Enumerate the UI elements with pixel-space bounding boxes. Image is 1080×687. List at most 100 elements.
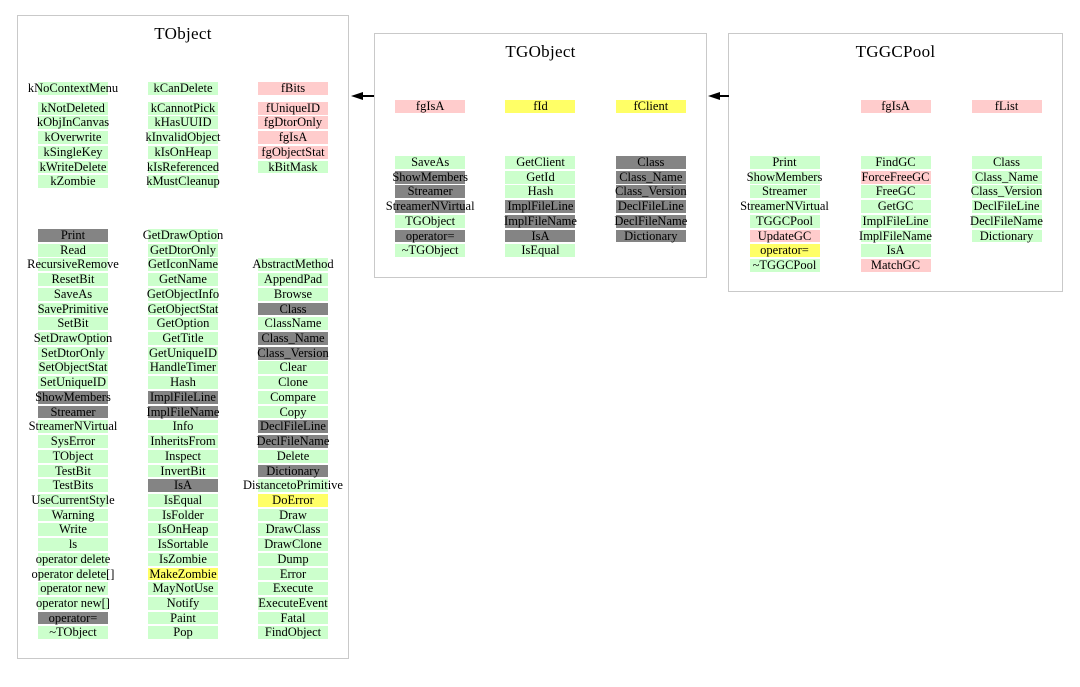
method-cell[interactable]: Warning	[18, 508, 128, 523]
member-cell[interactable]: fgIsA	[238, 130, 348, 145]
method-cell[interactable]: SetUniqueID	[18, 375, 128, 390]
member-cell[interactable]: kWriteDelete	[18, 160, 128, 175]
member-cell[interactable]: fgObjectStat	[238, 145, 348, 160]
method-cell[interactable]: Paint	[128, 611, 238, 626]
class-title[interactable]: TGGCPool	[855, 42, 936, 61]
method-cell[interactable]: DeclFileName	[951, 214, 1062, 229]
method-cell[interactable]: Hash	[485, 184, 595, 199]
method-cell[interactable]: FindObject	[238, 625, 348, 640]
member-cell[interactable]: fList	[951, 99, 1062, 114]
method-cell[interactable]: Streamer	[18, 405, 128, 420]
member-cell[interactable]: kIsReferenced	[128, 160, 238, 175]
method-cell[interactable]: Hash	[128, 375, 238, 390]
member-cell[interactable]: kOverwrite	[18, 130, 128, 145]
method-cell[interactable]: Clear	[238, 360, 348, 375]
method-cell[interactable]: MakeZombie	[128, 567, 238, 582]
method-cell[interactable]: Class_Version	[951, 184, 1062, 199]
method-cell[interactable]: Fatal	[238, 611, 348, 626]
method-cell[interactable]: Browse	[238, 287, 348, 302]
method-cell[interactable]: ForceFreeGC	[840, 170, 951, 185]
method-cell[interactable]: IsEqual	[485, 243, 595, 258]
method-cell[interactable]: SysError	[18, 434, 128, 449]
member-cell[interactable]: fClient	[596, 99, 706, 114]
member-cell[interactable]: fId	[485, 99, 595, 114]
method-cell[interactable]: Info	[128, 419, 238, 434]
method-cell[interactable]: Class_Name	[596, 170, 706, 185]
member-cell[interactable]: kHasUUID	[128, 115, 238, 130]
method-cell[interactable]: operator new	[18, 581, 128, 596]
class-title[interactable]: TGObject	[505, 42, 576, 61]
method-cell[interactable]: RecursiveRemove	[18, 257, 128, 272]
method-cell[interactable]: operator=	[18, 611, 128, 626]
method-cell[interactable]: IsA	[840, 243, 951, 258]
method-cell[interactable]: IsFolder	[128, 508, 238, 523]
method-cell[interactable]: GetDrawOption	[128, 228, 238, 243]
method-cell[interactable]: Inspect	[128, 449, 238, 464]
member-cell[interactable]: kObjInCanvas	[18, 115, 128, 130]
method-cell[interactable]: ~TObject	[18, 625, 128, 640]
method-cell[interactable]: HandleTimer	[128, 360, 238, 375]
method-cell[interactable]: ImplFileName	[128, 405, 238, 420]
method-cell[interactable]: Streamer	[375, 184, 485, 199]
method-cell[interactable]: ~TGObject	[375, 243, 485, 258]
method-cell[interactable]: FreeGC	[840, 184, 951, 199]
method-cell[interactable]: operator=	[729, 243, 840, 258]
method-cell[interactable]: Dictionary	[238, 464, 348, 479]
method-cell[interactable]: InheritsFrom	[128, 434, 238, 449]
method-cell[interactable]: ClassName	[238, 316, 348, 331]
method-cell[interactable]: GetObjectStat	[128, 302, 238, 317]
method-cell[interactable]: GetOption	[128, 316, 238, 331]
method-cell[interactable]: ImplFileLine	[840, 214, 951, 229]
method-cell[interactable]: ImplFileName	[840, 229, 951, 244]
method-cell[interactable]: ShowMembers	[729, 170, 840, 185]
method-cell[interactable]: DeclFileLine	[238, 419, 348, 434]
method-cell[interactable]: TestBits	[18, 478, 128, 493]
method-cell[interactable]: ShowMembers	[18, 390, 128, 405]
method-cell[interactable]: InvertBit	[128, 464, 238, 479]
method-cell[interactable]: Compare	[238, 390, 348, 405]
method-cell[interactable]: DistancetoPrimitive	[238, 478, 348, 493]
method-cell[interactable]: GetObjectInfo	[128, 287, 238, 302]
method-cell[interactable]: TGObject	[375, 214, 485, 229]
method-cell[interactable]: DrawClone	[238, 537, 348, 552]
member-cell[interactable]: fgIsA	[375, 99, 485, 114]
method-cell[interactable]: GetClient	[485, 155, 595, 170]
method-cell[interactable]: operator new[]	[18, 596, 128, 611]
method-cell[interactable]: operator=	[375, 229, 485, 244]
method-cell[interactable]: IsA	[485, 229, 595, 244]
method-cell[interactable]: MatchGC	[840, 258, 951, 273]
member-cell[interactable]: fgDtorOnly	[238, 115, 348, 130]
method-cell[interactable]: Copy	[238, 405, 348, 420]
member-cell[interactable]: kCannotPick	[128, 101, 238, 116]
method-cell[interactable]: ~TGGCPool	[729, 258, 840, 273]
method-cell[interactable]: Class	[238, 302, 348, 317]
member-cell[interactable]: kIsOnHeap	[128, 145, 238, 160]
member-cell[interactable]: fUniqueID	[238, 101, 348, 116]
method-cell[interactable]: operator delete	[18, 552, 128, 567]
method-cell[interactable]: ImplFileName	[485, 214, 595, 229]
method-cell[interactable]: StreamerNVirtual	[18, 419, 128, 434]
member-cell[interactable]: fgIsA	[840, 99, 951, 114]
method-cell[interactable]: GetTitle	[128, 331, 238, 346]
method-cell[interactable]: Notify	[128, 596, 238, 611]
method-cell[interactable]: TestBit	[18, 464, 128, 479]
method-cell[interactable]: Class	[596, 155, 706, 170]
method-cell[interactable]: ImplFileLine	[485, 199, 595, 214]
method-cell[interactable]: Streamer	[729, 184, 840, 199]
method-cell[interactable]: GetId	[485, 170, 595, 185]
method-cell[interactable]: ImplFileLine	[128, 390, 238, 405]
method-cell[interactable]: AppendPad	[238, 272, 348, 287]
method-cell[interactable]: GetDtorOnly	[128, 243, 238, 258]
method-cell[interactable]: Class_Name	[951, 170, 1062, 185]
method-cell[interactable]: ResetBit	[18, 272, 128, 287]
member-cell[interactable]: kSingleKey	[18, 145, 128, 160]
method-cell[interactable]: Class	[951, 155, 1062, 170]
method-cell[interactable]: Dictionary	[951, 229, 1062, 244]
method-cell[interactable]: operator delete[]	[18, 567, 128, 582]
method-cell[interactable]: TGGCPool	[729, 214, 840, 229]
member-cell[interactable]: kMustCleanup	[128, 174, 238, 189]
method-cell[interactable]: ShowMembers	[375, 170, 485, 185]
method-cell[interactable]: DrawClass	[238, 522, 348, 537]
member-cell[interactable]: kCanDelete	[128, 81, 238, 96]
method-cell[interactable]: AbstractMethod	[238, 257, 348, 272]
